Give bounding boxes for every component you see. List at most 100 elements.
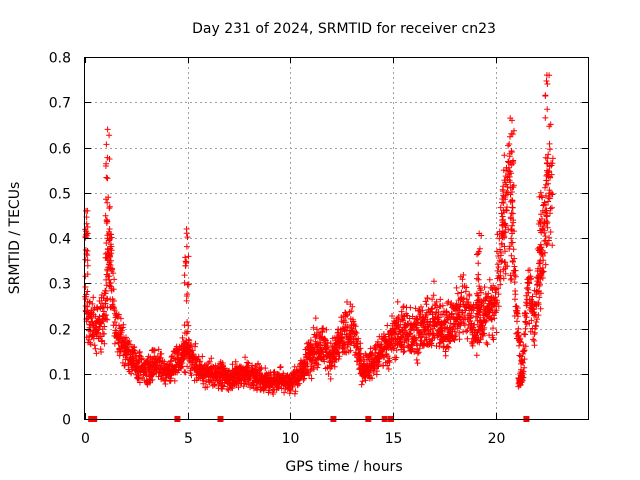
data-point — [335, 355, 342, 362]
data-point — [184, 363, 191, 370]
data-point — [537, 281, 543, 288]
data-point — [401, 348, 408, 355]
data-point — [514, 305, 521, 311]
data-point — [409, 345, 416, 352]
data-point — [494, 261, 501, 268]
data-point — [418, 303, 424, 310]
data-point — [185, 281, 192, 288]
data-point — [161, 377, 168, 384]
data-point — [181, 368, 188, 375]
data-point — [328, 362, 335, 369]
data-point — [182, 262, 189, 269]
data-point — [548, 204, 555, 211]
data-point — [509, 117, 515, 124]
data-point — [344, 323, 351, 330]
data-point — [182, 369, 189, 376]
data-point — [275, 384, 282, 391]
data-point — [539, 194, 546, 201]
data-point — [474, 251, 480, 258]
data-point — [486, 276, 493, 283]
data-point — [516, 352, 523, 359]
data-point — [199, 353, 206, 360]
data-point — [456, 336, 463, 343]
data-point — [546, 146, 553, 153]
data-point — [466, 292, 473, 299]
data-point — [548, 171, 555, 178]
data-point — [521, 364, 528, 371]
data-point — [99, 337, 106, 344]
data-point — [509, 239, 516, 246]
data-point — [114, 314, 121, 321]
data-point — [539, 275, 546, 281]
data-point — [517, 338, 524, 345]
data-point — [515, 374, 522, 381]
data-point — [516, 342, 522, 349]
data-point — [439, 302, 446, 309]
data-point — [115, 311, 122, 318]
data-point — [87, 341, 94, 348]
data-point — [149, 376, 156, 383]
data-point — [182, 254, 189, 261]
data-point — [393, 354, 400, 361]
data-point — [357, 345, 364, 352]
y-tick-label: 0.8 — [49, 51, 71, 67]
data-point — [537, 257, 544, 264]
data-point — [493, 307, 500, 314]
data-point — [544, 81, 551, 87]
data-point — [348, 308, 355, 315]
data-point — [459, 276, 466, 283]
data-point — [104, 175, 111, 182]
data-point — [369, 375, 375, 382]
data-point — [436, 340, 443, 347]
data-point — [245, 360, 252, 367]
data-point — [538, 270, 545, 277]
data-point — [495, 285, 502, 292]
data-point — [105, 194, 112, 201]
data-point — [507, 272, 514, 279]
data-point — [512, 291, 519, 298]
data-point — [534, 288, 541, 295]
data-point — [507, 133, 513, 140]
data-point — [385, 366, 392, 372]
data-point — [543, 212, 550, 219]
data-point — [82, 284, 89, 290]
data-point — [491, 315, 498, 322]
data-point — [451, 328, 458, 335]
data-point — [426, 321, 433, 328]
data-point — [344, 312, 351, 319]
data-point — [104, 199, 111, 206]
data-point — [300, 376, 307, 383]
data-point — [458, 289, 465, 296]
data-point — [474, 292, 481, 299]
data-point — [82, 256, 89, 263]
data-point — [429, 305, 436, 312]
data-point — [543, 242, 550, 248]
data-point — [400, 303, 407, 310]
data-point — [101, 313, 108, 319]
data-point — [506, 173, 513, 180]
y-tick-label: 0.1 — [49, 368, 71, 384]
data-point — [84, 252, 91, 259]
data-point — [514, 318, 520, 325]
data-point — [502, 173, 509, 180]
data-point — [255, 360, 262, 367]
data-point — [320, 325, 327, 332]
data-point — [476, 230, 483, 237]
data-point — [206, 358, 213, 365]
data-point — [497, 204, 504, 211]
data-point — [193, 362, 200, 368]
data-point — [395, 314, 402, 320]
data-point — [490, 336, 497, 343]
data-point — [90, 294, 97, 301]
data-point — [531, 342, 538, 349]
data-point — [242, 354, 249, 361]
data-point — [508, 275, 515, 282]
data-point — [308, 359, 315, 365]
data-point — [331, 363, 338, 370]
data-point — [465, 299, 472, 306]
data-point — [454, 290, 461, 297]
data-point — [544, 106, 551, 113]
data-point — [119, 324, 126, 331]
data-point — [492, 294, 499, 301]
data-point — [102, 212, 109, 219]
